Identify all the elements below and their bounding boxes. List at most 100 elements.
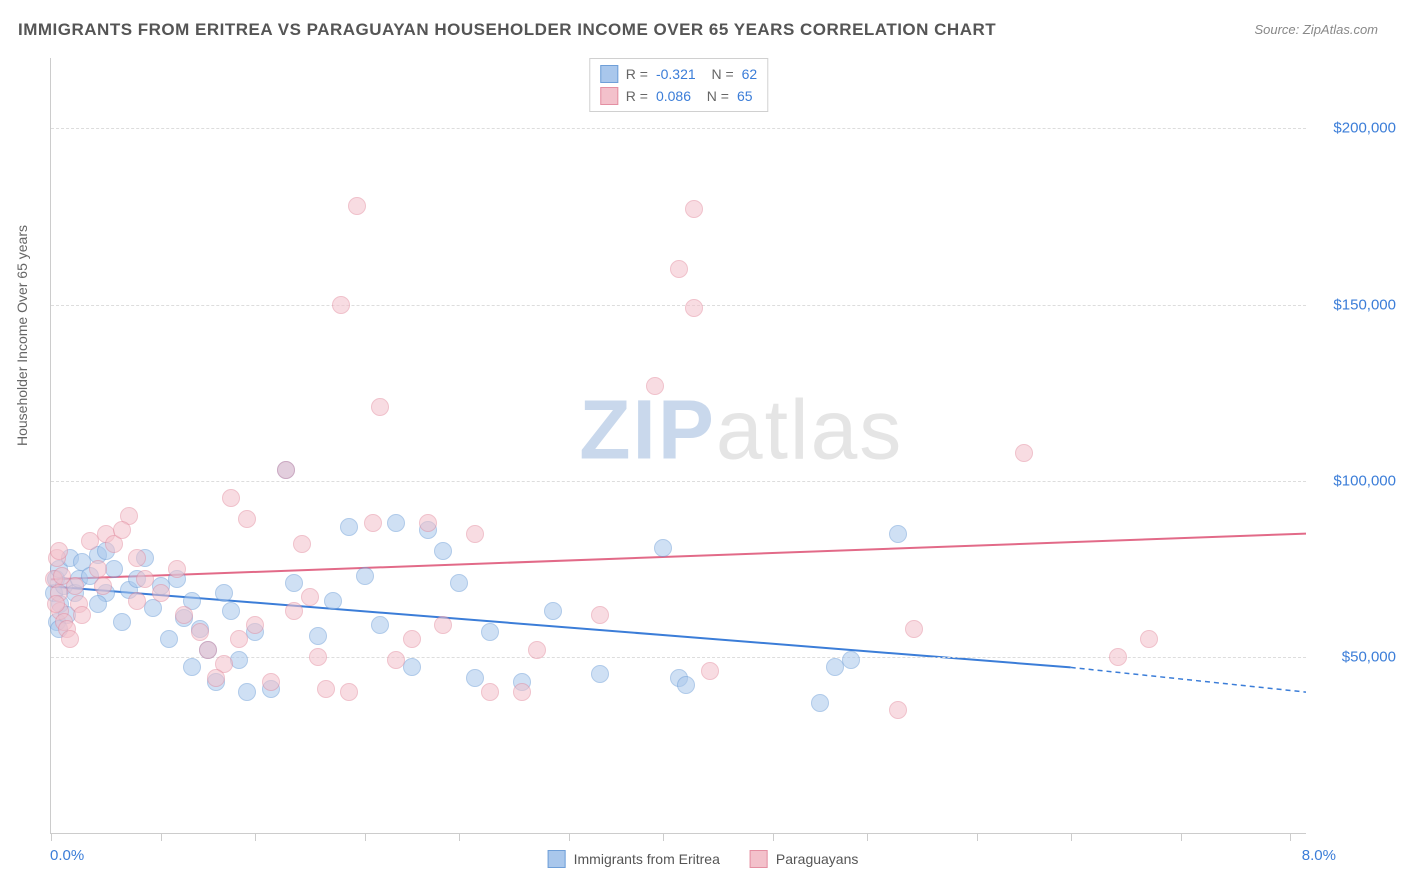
data-point [481,683,499,701]
n-label: N = [699,88,729,104]
data-point [889,525,907,543]
data-point [152,584,170,602]
y-tick-label: $100,000 [1333,472,1396,489]
data-point [113,521,131,539]
data-point [191,623,209,641]
data-point [466,669,484,687]
data-point [317,680,335,698]
x-tick [569,833,570,841]
x-tick [1290,833,1291,841]
data-point [1015,444,1033,462]
series1-swatch [600,65,618,83]
series2-r: 0.086 [656,88,691,104]
data-point [481,623,499,641]
data-point [450,574,468,592]
data-point [128,592,146,610]
series1-swatch-bottom [548,850,566,868]
x-tick [365,833,366,841]
chart-container: IMMIGRANTS FROM ERITREA VS PARAGUAYAN HO… [0,0,1406,892]
data-point [309,627,327,645]
gridline [51,305,1306,306]
data-point [168,560,186,578]
y-axis-label: Householder Income Over 65 years [14,225,30,446]
source-attribution: Source: ZipAtlas.com [1254,22,1378,37]
data-point [434,542,452,560]
data-point [905,620,923,638]
data-point [89,595,107,613]
data-point [419,514,437,532]
data-point [47,595,65,613]
data-point [1140,630,1158,648]
data-point [701,662,719,680]
data-point [356,567,374,585]
series2-swatch-bottom [750,850,768,868]
data-point [222,602,240,620]
x-tick [773,833,774,841]
x-tick [459,833,460,841]
data-point [466,525,484,543]
x-tick [977,833,978,841]
data-point [128,549,146,567]
correlation-legend: R = -0.321 N = 62 R = 0.086 N = 65 [589,58,768,112]
x-max-label: 8.0% [1302,847,1336,864]
data-point [364,514,382,532]
data-point [136,570,154,588]
legend-row-1: R = -0.321 N = 62 [600,63,757,85]
series1-n: 62 [742,66,758,82]
x-tick [1181,833,1182,841]
data-point [842,651,860,669]
data-point [73,606,91,624]
data-point [230,651,248,669]
series1-label: Immigrants from Eritrea [574,851,720,867]
data-point [285,602,303,620]
legend-row-2: R = 0.086 N = 65 [600,85,757,107]
data-point [175,606,193,624]
x-tick [1071,833,1072,841]
legend-item-2: Paraguayans [750,850,859,868]
series-legend: Immigrants from Eritrea Paraguayans [548,850,859,868]
data-point [544,602,562,620]
legend-item-1: Immigrants from Eritrea [548,850,720,868]
series2-label: Paraguayans [776,851,859,867]
data-point [513,683,531,701]
data-point [340,518,358,536]
y-tick-label: $50,000 [1342,648,1396,665]
data-point [53,567,71,585]
data-point [230,630,248,648]
data-point [591,606,609,624]
data-point [340,683,358,701]
data-point [685,200,703,218]
data-point [222,489,240,507]
data-point [403,658,421,676]
y-tick-label: $200,000 [1333,120,1396,137]
data-point [811,694,829,712]
data-point [685,299,703,317]
series2-swatch [600,87,618,105]
data-point [277,461,295,479]
data-point [387,651,405,669]
data-point [61,630,79,648]
series1-r: -0.321 [656,66,696,82]
data-point [207,669,225,687]
data-point [371,616,389,634]
trend-lines [51,58,1306,833]
data-point [528,641,546,659]
watermark-part2: atlas [716,383,903,477]
data-point [403,630,421,648]
data-point [238,683,256,701]
data-point [94,577,112,595]
y-tick-label: $150,000 [1333,296,1396,313]
gridline [51,128,1306,129]
data-point [238,510,256,528]
data-point [434,616,452,634]
data-point [591,665,609,683]
data-point [654,539,672,557]
watermark: ZIPatlas [579,382,903,479]
r-label: R = [626,88,648,104]
r-label: R = [626,66,648,82]
data-point [1109,648,1127,666]
data-point [215,584,233,602]
data-point [160,630,178,648]
x-tick [51,833,52,841]
x-tick [255,833,256,841]
